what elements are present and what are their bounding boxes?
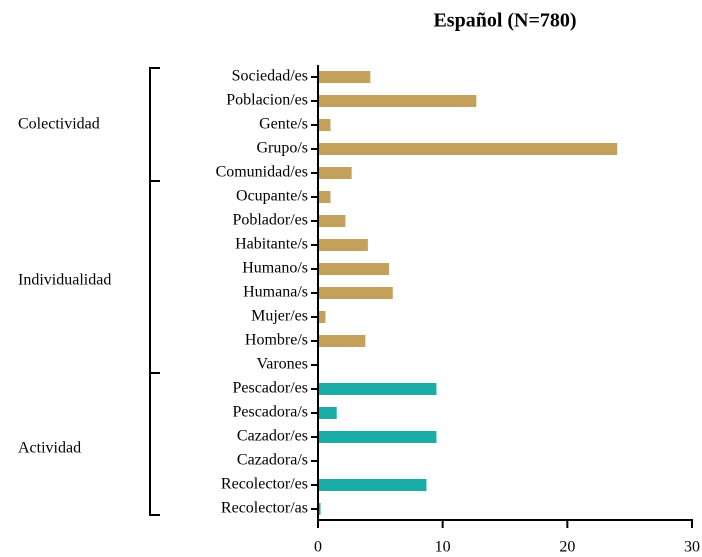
x-tick-label: 20 [559, 539, 575, 556]
y-tick-label: Grupo/s [256, 140, 308, 157]
bar [318, 215, 346, 227]
x-tick-label: 10 [435, 539, 451, 556]
y-tick-label: Comunidad/es [216, 164, 308, 181]
y-tick-label: Pescadora/s [232, 404, 308, 421]
chart-title: Español (N=780) [433, 10, 576, 32]
y-tick-label: Pescador/es [232, 380, 308, 397]
bar [318, 431, 437, 443]
y-tick-label: Recolector/es [221, 476, 308, 493]
bar [318, 335, 366, 347]
y-tick-label: Hombre/s [245, 332, 308, 349]
bar [318, 191, 331, 203]
y-tick-label: Poblacion/es [226, 92, 308, 109]
y-tick-label: Mujer/es [251, 308, 308, 325]
x-tick-label: 0 [314, 539, 322, 556]
bar [318, 119, 331, 131]
group-label: Individualidad [18, 272, 111, 289]
bar [318, 95, 477, 107]
bar [318, 407, 337, 419]
group-label: Colectividad [18, 116, 100, 133]
y-tick-label: Recolector/as [221, 500, 308, 517]
y-tick-label: Humano/s [242, 260, 308, 277]
y-tick-label: Habitante/s [235, 236, 308, 253]
bar [318, 263, 390, 275]
bar [318, 479, 427, 491]
y-tick-label: Cazador/es [237, 428, 308, 445]
bar [318, 311, 326, 323]
bar [318, 239, 368, 251]
y-tick-label: Poblador/es [232, 212, 308, 229]
bar [318, 71, 371, 83]
x-tick-label: 30 [684, 539, 700, 556]
y-tick-label: Varones [256, 356, 308, 373]
y-tick-label: Sociedad/es [232, 68, 308, 85]
y-tick-label: Ocupante/s [236, 188, 308, 205]
bar [318, 143, 618, 155]
bar [318, 167, 352, 179]
y-tick-label: Gente/s [259, 116, 308, 133]
bar [318, 383, 437, 395]
bar [318, 287, 393, 299]
group-label: Actividad [18, 440, 81, 457]
y-tick-label: Humana/s [243, 284, 308, 301]
bar [318, 503, 321, 515]
y-tick-label: Cazadora/s [237, 452, 308, 469]
